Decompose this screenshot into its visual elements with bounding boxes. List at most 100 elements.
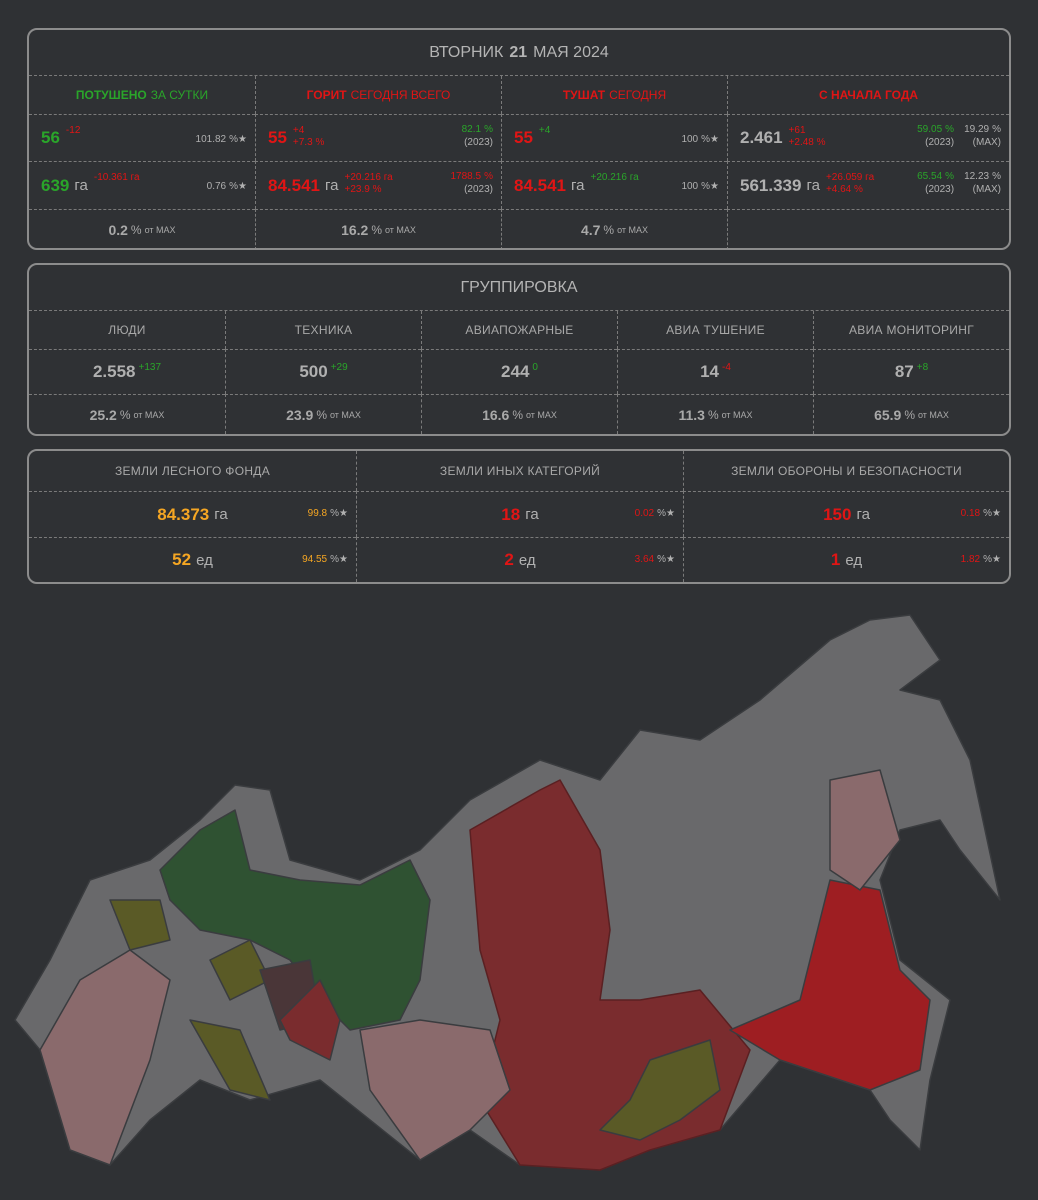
label: ЗЕМЛИ ОБОРОНЫ И БЕЗОПАСНОСТИ bbox=[731, 464, 962, 478]
star: ★ bbox=[710, 134, 719, 145]
of-max-value: 4.7 bbox=[580, 222, 601, 238]
unit: га bbox=[571, 177, 585, 194]
of-max-value: 0.2 bbox=[108, 222, 128, 238]
share-value: 0.18 bbox=[960, 508, 981, 519]
value: 55 bbox=[514, 128, 533, 147]
unit: ед bbox=[196, 551, 213, 569]
star: ★ bbox=[992, 508, 1001, 519]
map-region bbox=[729, 879, 931, 1091]
column-heading: СЕГОДНЯ ВСЕГО bbox=[350, 88, 451, 102]
shares: 3.64 %★ bbox=[635, 553, 675, 566]
day: ВТОРНИК bbox=[429, 43, 504, 61]
unit: га bbox=[214, 506, 228, 523]
panel: ВТОРНИК 21 МАЯ 2024 ПОТУШЕНО ЗА СУТКИ ГОРИТ СЕ… bbox=[27, 28, 1011, 250]
delta: +7.3 % bbox=[292, 137, 325, 148]
percent-unit: % bbox=[945, 124, 955, 135]
label: АВИАПОЖАРНЫЕ bbox=[465, 323, 574, 337]
of-max-value: 16.6 bbox=[482, 406, 510, 423]
cell: 16.6% от MAX bbox=[421, 394, 617, 434]
percent-unit: % bbox=[316, 407, 327, 422]
cell: 0.2% от MAX bbox=[29, 209, 255, 248]
shares: 101.82 %★ bbox=[196, 133, 247, 146]
delta: +4 bbox=[538, 125, 551, 136]
share-line: 1788.5% bbox=[451, 170, 494, 183]
of-max-label: от MAX bbox=[384, 225, 416, 235]
star: ★ bbox=[666, 554, 675, 565]
cell: 150 га 0.18 %★ bbox=[683, 491, 1009, 537]
share-value: 12.23 bbox=[964, 171, 990, 182]
cell: 2.558 +137 bbox=[29, 349, 225, 394]
map-region bbox=[109, 899, 171, 951]
percent-unit: % bbox=[130, 223, 142, 237]
cell: ПОТУШЕНО ЗА СУТКИ bbox=[29, 76, 255, 114]
of-max-value: 25.2 bbox=[89, 406, 117, 423]
column-heading: ЗА СУТКИ bbox=[150, 88, 209, 102]
of-max-value: 11.3 bbox=[678, 406, 705, 423]
shares: 59.05% (2023) 19.29% (MAX) bbox=[917, 123, 1001, 149]
panel-grid: ЛЮДИ ТЕХНИКА АВИАПОЖАРНЫЕ АВИА ТУШЕНИЕ АВИА … bbox=[29, 311, 1009, 434]
share-line: 99.8 %★ bbox=[308, 507, 348, 520]
percent-unit: % bbox=[484, 171, 493, 182]
column-heading: СЕГОДНЯ bbox=[609, 88, 667, 102]
value: 87 bbox=[894, 362, 914, 381]
percent-unit: % bbox=[119, 407, 131, 422]
unit: га bbox=[856, 506, 870, 523]
cell: 1 ед 1.82 %★ bbox=[683, 537, 1009, 582]
share-value: 100 bbox=[681, 134, 699, 145]
deltas: -10.361 га bbox=[94, 172, 140, 184]
of-max-label: от MAX bbox=[144, 225, 176, 235]
deltas: +20.216 га +23.9 % bbox=[344, 172, 392, 196]
share-value: 100 bbox=[681, 181, 699, 192]
map-region bbox=[279, 979, 341, 1061]
cell: ТУШАТ СЕГОДНЯ bbox=[501, 76, 727, 114]
share-line: 12.23% bbox=[964, 170, 1001, 183]
label: АВИА ТУШЕНИЕ bbox=[666, 323, 765, 337]
shares: 99.8 %★ bbox=[308, 507, 348, 520]
shares: 0.76 %★ bbox=[207, 180, 247, 193]
cell: 14 -4 bbox=[617, 349, 813, 394]
group-title: ГРУППИРОВКА bbox=[29, 265, 1009, 311]
share-note: (MAX) bbox=[972, 137, 1001, 148]
cell: ЛЮДИ bbox=[29, 311, 225, 349]
date-title: ВТОРНИК 21 МАЯ 2024 bbox=[29, 30, 1009, 76]
cell: 52 ед 94.55 %★ bbox=[29, 537, 356, 582]
cell: С НАЧАЛА ГОДА bbox=[727, 76, 1009, 114]
value: 84.541 bbox=[514, 175, 566, 195]
share-note: (MAX) bbox=[972, 184, 1001, 195]
cell: ГОРИТ СЕГОДНЯ ВСЕГО bbox=[255, 76, 501, 114]
value: 2.558 bbox=[92, 362, 136, 381]
value: 84.541 bbox=[268, 175, 320, 195]
percent-unit: % bbox=[983, 508, 993, 519]
share: 1788.5% (2023) bbox=[451, 170, 494, 196]
map-region bbox=[829, 769, 901, 891]
share-value: 59.05 bbox=[917, 124, 943, 135]
delta: +4 bbox=[292, 125, 305, 136]
share-value: 1.82 bbox=[960, 554, 981, 565]
share: 65.54% (2023) bbox=[917, 170, 954, 196]
of-max-value: 23.9 bbox=[286, 406, 314, 423]
percent-unit: % bbox=[707, 407, 719, 422]
panel: ГРУППИРОВКА ЛЮДИ ТЕХНИКА АВИАПОЖАРНЫЕ АВИА Т… bbox=[27, 263, 1011, 436]
cell: ЗЕМЛИ ОБОРОНЫ И БЕЗОПАСНОСТИ bbox=[683, 451, 1009, 491]
map bbox=[14, 614, 1001, 1171]
cell: 639 га -10.361 га 0.76 %★ bbox=[29, 161, 255, 209]
cell: АВИА ТУШЕНИЕ bbox=[617, 311, 813, 349]
cell: 2 ед 3.64 %★ bbox=[356, 537, 683, 582]
share: 19.29% (MAX) bbox=[964, 123, 1001, 149]
label: АВИА МОНИТОРИНГ bbox=[848, 323, 974, 337]
share-line: 59.05% bbox=[917, 123, 954, 136]
unit: га bbox=[74, 177, 88, 194]
shares: 82.1% (2023) bbox=[462, 123, 493, 149]
share-line: 65.54% bbox=[917, 170, 954, 183]
share: 0.76 %★ bbox=[207, 180, 247, 193]
panel: ЗЕМЛИ ЛЕСНОГО ФОНДА ЗЕМЛИ ИНЫХ КАТЕГОРИЙ З… bbox=[27, 449, 1011, 584]
value: 500 bbox=[299, 362, 328, 381]
map-region bbox=[189, 1019, 271, 1101]
panel-grid: ЗЕМЛИ ЛЕСНОГО ФОНДА ЗЕМЛИ ИНЫХ КАТЕГОРИЙ З… bbox=[29, 451, 1009, 582]
percent-unit: % bbox=[945, 171, 955, 182]
map-region bbox=[159, 809, 431, 1031]
cell: 23.9% от MAX bbox=[225, 394, 421, 434]
share-value: 0.76 bbox=[206, 181, 227, 192]
share: 100 %★ bbox=[681, 133, 719, 146]
star: ★ bbox=[238, 181, 247, 192]
